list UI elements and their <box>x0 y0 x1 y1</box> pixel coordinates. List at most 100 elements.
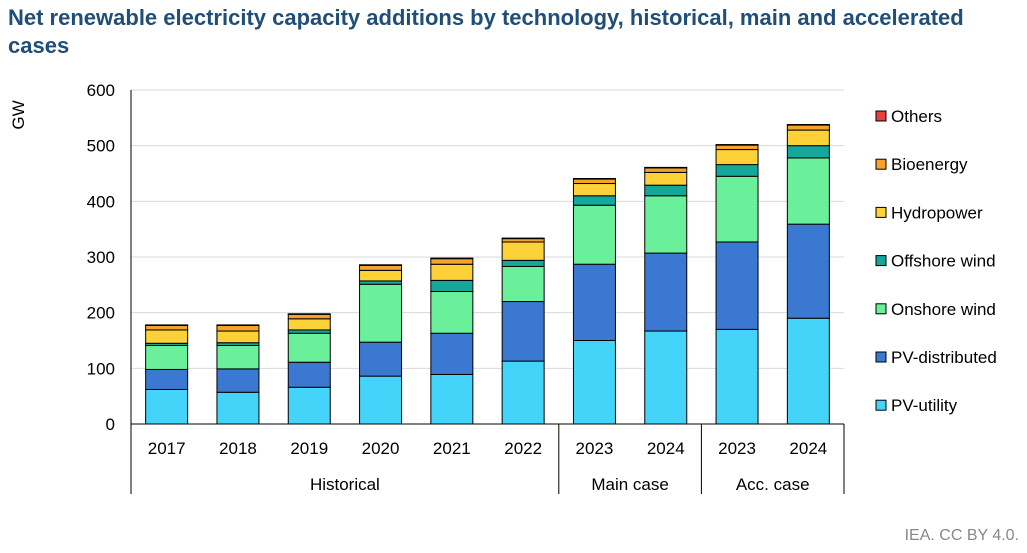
bar-segment <box>715 149 759 166</box>
bar-segment <box>430 373 474 425</box>
bar-segment <box>501 360 545 425</box>
bar-segment <box>359 264 403 271</box>
bar-segment <box>786 145 830 159</box>
bars <box>145 124 830 425</box>
legend-label: Bioenergy <box>891 155 968 174</box>
legend-label: PV-distributed <box>891 348 997 367</box>
bar-segment <box>644 171 688 186</box>
x-tick-label: 2021 <box>433 439 471 458</box>
bar-segment <box>359 280 403 285</box>
y-tick-label: 600 <box>87 81 115 100</box>
bar-segment <box>359 264 403 266</box>
legend-swatch <box>875 158 887 170</box>
bar-segment <box>287 313 331 320</box>
bar-segment <box>216 345 260 370</box>
bar-segment <box>715 241 759 330</box>
bar-segment <box>501 237 545 240</box>
group-label: Historical <box>310 475 380 494</box>
legend-swatch <box>875 255 887 267</box>
bar-segment <box>216 324 260 326</box>
x-tick-label: 2020 <box>362 439 400 458</box>
legend: Others Bioenergy Hydropower Offshore wind On… <box>875 107 997 415</box>
bar-segment <box>501 241 545 261</box>
bar-segment <box>501 265 545 303</box>
x-tick-label: 2024 <box>789 439 827 458</box>
category-groups: Historical Main case Acc. case <box>130 424 845 494</box>
x-tick-label: 2017 <box>148 439 186 458</box>
bar-segment <box>786 157 830 225</box>
x-tick-label: 2023 <box>576 439 614 458</box>
bar-segment <box>786 317 830 425</box>
x-tick-label: 2023 <box>718 439 756 458</box>
bar-segment <box>287 386 331 425</box>
bar-segment <box>287 361 331 388</box>
bar-segment <box>786 223 830 319</box>
bar-segment <box>359 283 403 343</box>
x-tick-labels: 2017 2018 2019 2020 2021 2022 2023 2024 2023 2024 <box>148 439 828 458</box>
bar-segment <box>572 183 616 197</box>
legend-label: Onshore wind <box>891 300 996 319</box>
bar-segment <box>430 279 474 293</box>
axes <box>130 90 844 425</box>
bar-segment <box>715 144 759 151</box>
x-tick-label: 2022 <box>504 439 542 458</box>
bar-segment <box>786 124 830 126</box>
y-tick-label: 400 <box>87 192 115 211</box>
y-axis-label: GW <box>9 100 28 129</box>
y-tick-label: 300 <box>87 248 115 267</box>
bar-segment <box>501 238 545 243</box>
legend-swatch <box>875 399 887 411</box>
bar-segment <box>430 257 474 260</box>
bar-segment <box>216 391 260 425</box>
bar-segment <box>145 388 189 425</box>
bar-segment <box>572 204 616 265</box>
bar-segment <box>145 324 189 331</box>
bar-segment <box>786 129 830 147</box>
chart-title: Net renewable electricity capacity addit… <box>8 5 964 58</box>
bar-segment <box>501 259 545 267</box>
bar-segment <box>430 258 474 265</box>
y-tick-label: 0 <box>106 415 115 434</box>
bar-segment <box>287 318 331 331</box>
legend-label: PV-utility <box>891 396 958 415</box>
bar-segment <box>430 263 474 281</box>
bar-segment <box>572 263 616 341</box>
group-label: Main case <box>591 475 668 494</box>
bar-segment <box>359 269 403 282</box>
bar-segment <box>644 167 688 173</box>
bar-segment <box>572 195 616 206</box>
legend-swatch <box>875 351 887 363</box>
bar-segment <box>145 345 189 370</box>
bar-segment <box>644 195 688 254</box>
bar-segment <box>287 313 331 315</box>
bar-segment <box>572 340 616 425</box>
bar-segment <box>786 124 830 131</box>
bar-segment <box>644 330 688 425</box>
bar-segment <box>359 375 403 425</box>
bar-segment <box>430 332 474 375</box>
y-tick-labels: 0 100 200 300 400 500 600 <box>87 81 115 434</box>
legend-label: Hydropower <box>891 203 983 222</box>
bar-segment <box>644 166 688 169</box>
bar-segment <box>430 291 474 334</box>
bar-segment <box>715 175 759 243</box>
bar-segment <box>287 329 331 334</box>
bar-segment <box>644 252 688 332</box>
legend-swatch <box>875 206 887 218</box>
bar-segment <box>715 328 759 425</box>
bar-segment <box>145 324 189 326</box>
bar-segment <box>715 164 759 177</box>
bar-segment <box>572 178 616 180</box>
legend-label: Others <box>891 107 942 126</box>
bar-segment <box>359 341 403 377</box>
group-label: Acc. case <box>736 475 810 494</box>
bar-segment <box>216 324 260 332</box>
bar-segment <box>572 178 616 185</box>
bar-segment <box>644 184 688 197</box>
bar-segment <box>216 368 260 393</box>
bar-segment <box>287 332 331 363</box>
bar-segment <box>501 301 545 362</box>
y-tick-label: 100 <box>87 359 115 378</box>
bar-segment <box>145 368 189 390</box>
